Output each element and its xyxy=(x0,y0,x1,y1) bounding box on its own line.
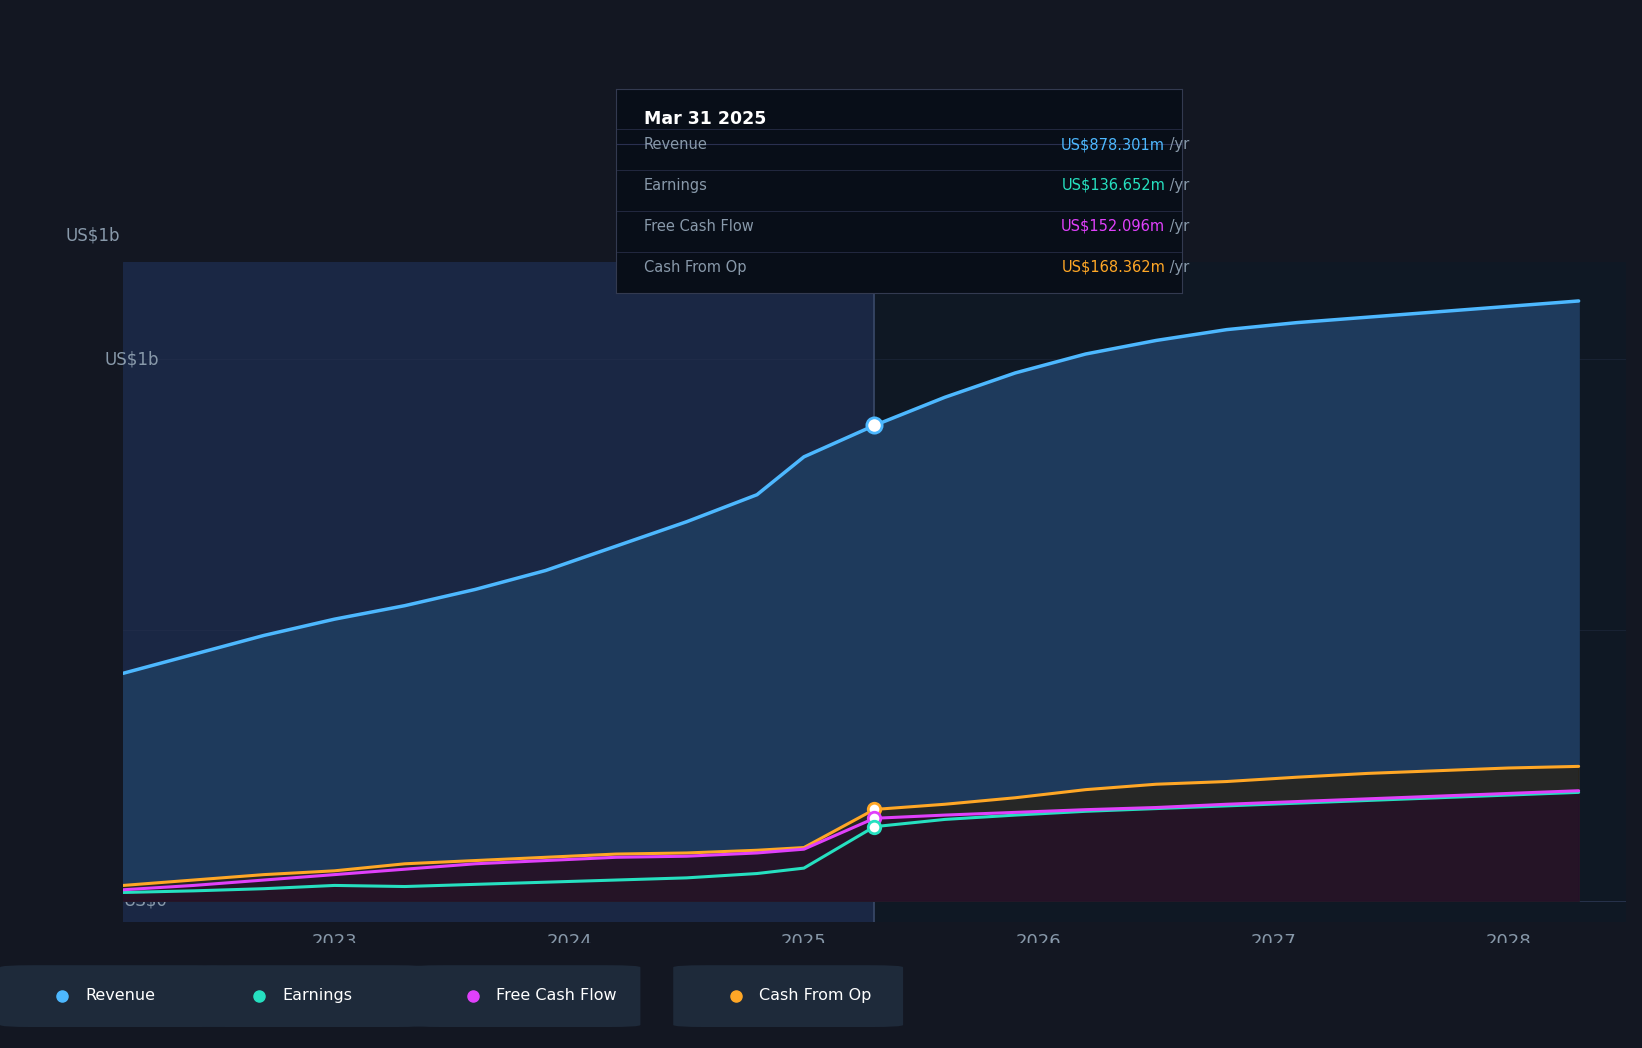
Text: US$1b: US$1b xyxy=(66,226,120,245)
Text: Revenue: Revenue xyxy=(85,988,156,1003)
Text: /yr: /yr xyxy=(1166,178,1189,193)
Text: US$878.301m: US$878.301m xyxy=(1061,137,1166,152)
Text: Free Cash Flow: Free Cash Flow xyxy=(496,988,616,1003)
Text: US$152.096m: US$152.096m xyxy=(1061,219,1166,234)
FancyBboxPatch shape xyxy=(673,965,903,1027)
Text: US$1b: US$1b xyxy=(105,350,159,369)
Text: Earnings: Earnings xyxy=(644,178,708,193)
Text: /yr: /yr xyxy=(1166,260,1189,275)
Text: US$168.362m: US$168.362m xyxy=(1061,260,1166,275)
Text: /yr: /yr xyxy=(1166,137,1189,152)
Text: Mar 31 2025: Mar 31 2025 xyxy=(644,110,767,128)
Bar xyxy=(874,262,1626,922)
Text: Past: Past xyxy=(824,221,865,239)
FancyBboxPatch shape xyxy=(0,965,230,1027)
Text: Cash From Op: Cash From Op xyxy=(759,988,870,1003)
Text: /yr: /yr xyxy=(1166,219,1189,234)
Text: US$0: US$0 xyxy=(123,892,167,910)
FancyBboxPatch shape xyxy=(197,965,427,1027)
Text: Analysts Forecasts: Analysts Forecasts xyxy=(883,221,1038,239)
Text: Free Cash Flow: Free Cash Flow xyxy=(644,219,754,234)
Bar xyxy=(123,262,874,922)
Text: US$136.652m: US$136.652m xyxy=(1061,178,1166,193)
Text: Revenue: Revenue xyxy=(644,137,708,152)
Text: Cash From Op: Cash From Op xyxy=(644,260,747,275)
Text: Earnings: Earnings xyxy=(282,988,353,1003)
FancyBboxPatch shape xyxy=(410,965,640,1027)
